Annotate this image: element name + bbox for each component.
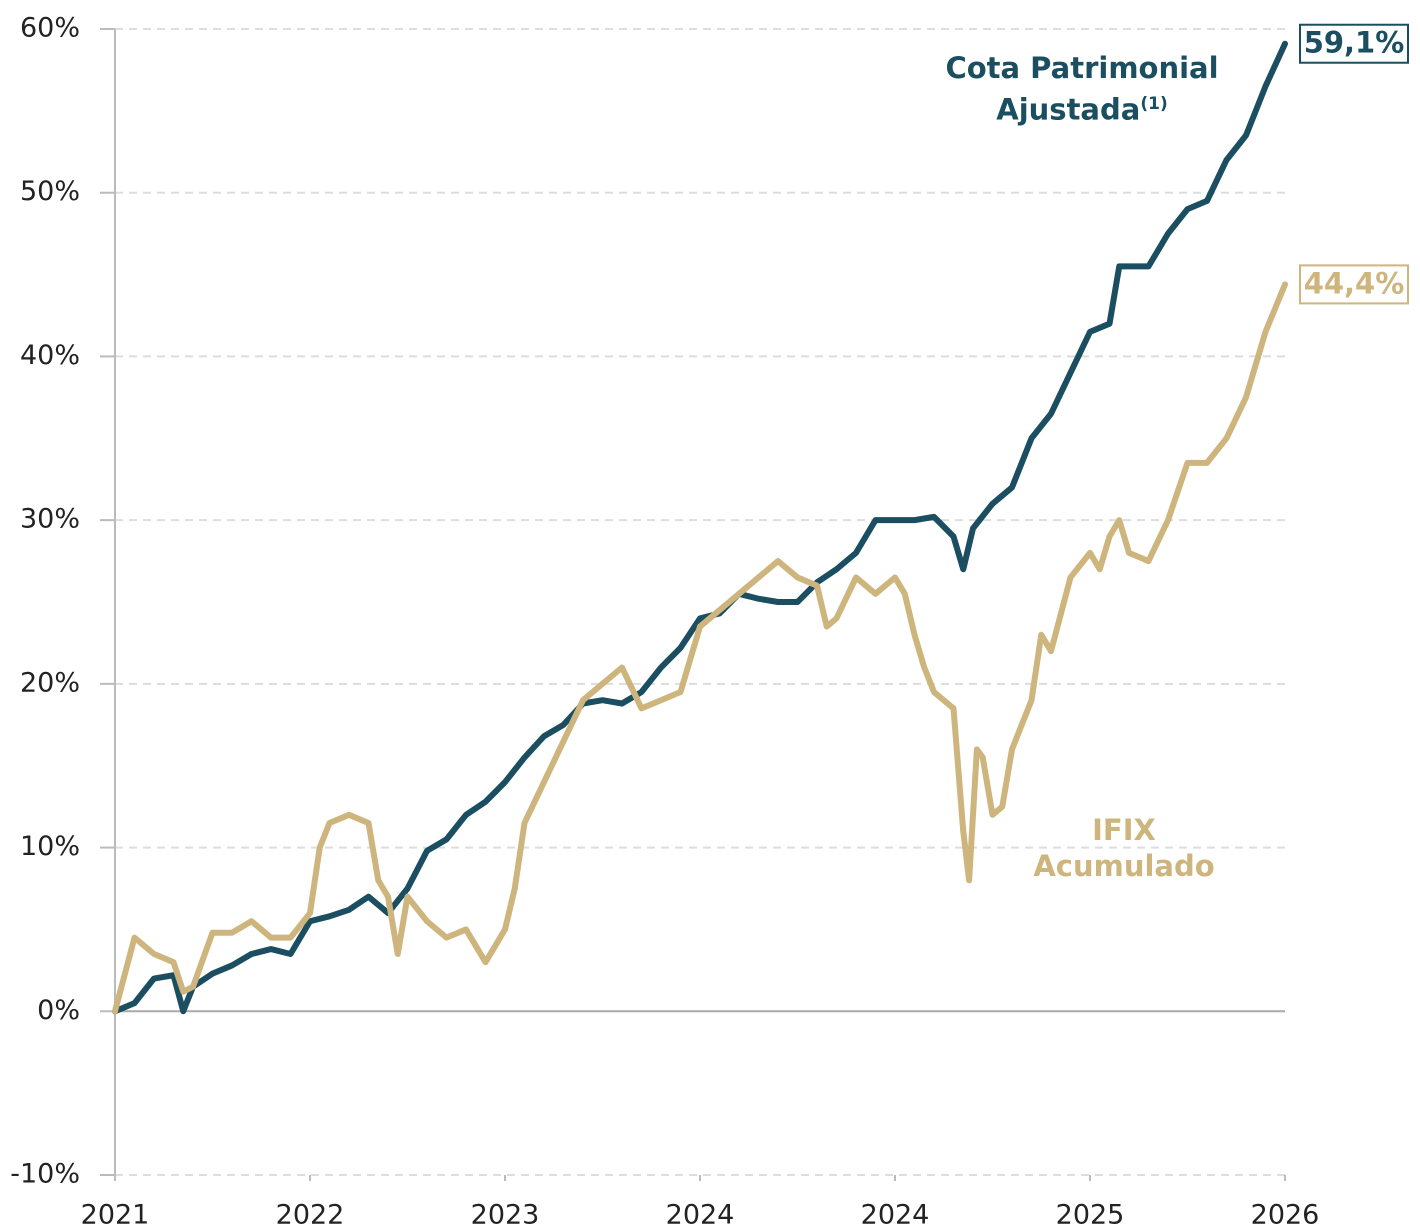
x-tick-label: 2024 bbox=[666, 1200, 735, 1231]
end-label: 44,4% bbox=[1304, 266, 1405, 300]
x-tick-label: 2025 bbox=[1056, 1200, 1125, 1231]
y-tick-label: 30% bbox=[20, 504, 80, 535]
y-tick-label: 60% bbox=[20, 13, 80, 44]
y-tick-label: 50% bbox=[20, 176, 80, 207]
end-label-box bbox=[1299, 23, 1409, 64]
end-label: 59,1% bbox=[1304, 26, 1405, 60]
x-tick-label: 2022 bbox=[276, 1200, 345, 1231]
end-label-box bbox=[1299, 264, 1409, 305]
x-tick-label: 2023 bbox=[471, 1200, 540, 1231]
y-tick-label: -10% bbox=[10, 1159, 80, 1190]
series-name: Cota Patrimonial Ajustada bbox=[945, 51, 1219, 127]
y-tick-label: 10% bbox=[20, 831, 80, 862]
y-tick-label: 0% bbox=[37, 995, 80, 1026]
series-label: IFIX Acumulado bbox=[1024, 812, 1224, 884]
series-name: IFIX Acumulado bbox=[1033, 813, 1215, 883]
series-line bbox=[112, 281, 1288, 1015]
series-label: Cota Patrimonial Ajustada(1) bbox=[932, 50, 1232, 128]
x-tick-label: 2026 bbox=[1251, 1200, 1320, 1231]
y-tick-label: 40% bbox=[20, 340, 80, 371]
y-tick-label: 20% bbox=[20, 667, 80, 698]
series-note: (1) bbox=[1140, 94, 1168, 114]
x-tick-label: 2021 bbox=[81, 1200, 150, 1231]
x-tick-label: 2024 bbox=[861, 1200, 930, 1231]
